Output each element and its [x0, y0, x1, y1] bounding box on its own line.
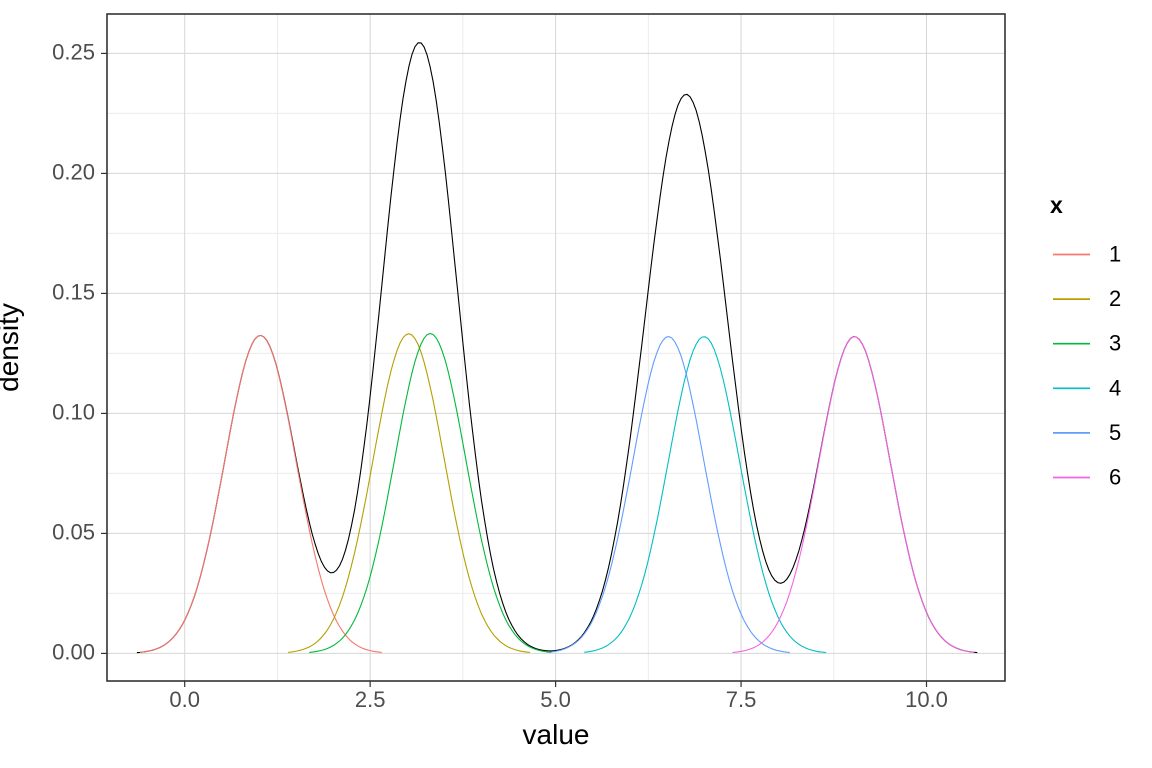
svg-text:0.10: 0.10 [52, 399, 95, 424]
svg-text:3: 3 [1109, 331, 1121, 356]
svg-text:6: 6 [1109, 465, 1121, 490]
svg-text:0.0: 0.0 [169, 687, 200, 712]
svg-text:0.20: 0.20 [52, 159, 95, 184]
svg-text:7.5: 7.5 [726, 687, 757, 712]
svg-text:10.0: 10.0 [905, 687, 948, 712]
svg-text:5.0: 5.0 [540, 687, 571, 712]
svg-text:2: 2 [1109, 286, 1121, 311]
svg-text:0.25: 0.25 [52, 39, 95, 64]
svg-text:1: 1 [1109, 242, 1121, 267]
svg-text:value: value [523, 719, 590, 750]
svg-text:0.15: 0.15 [52, 279, 95, 304]
svg-text:2.5: 2.5 [355, 687, 386, 712]
svg-text:density: density [0, 303, 24, 392]
svg-text:5: 5 [1109, 420, 1121, 445]
svg-text:0.05: 0.05 [52, 519, 95, 544]
svg-text:0.00: 0.00 [52, 639, 95, 664]
svg-text:4: 4 [1109, 375, 1121, 400]
svg-text:x: x [1050, 192, 1063, 218]
